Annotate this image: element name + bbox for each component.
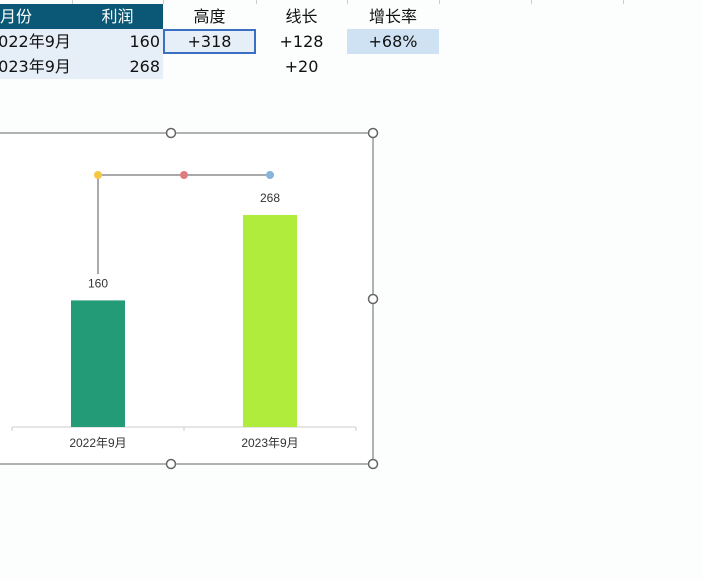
column-border: [256, 0, 257, 4]
column-border: [623, 0, 624, 4]
cell[interactable]: 268: [72, 54, 163, 79]
handle[interactable]: [367, 127, 379, 139]
cell[interactable]: +68%: [347, 29, 439, 54]
header-cell[interactable]: 利润: [72, 4, 163, 29]
cell[interactable]: +318: [163, 29, 256, 54]
connector-dot: [266, 171, 274, 179]
header-cell[interactable]: 线长: [285, 7, 318, 26]
header-cell[interactable]: 高度: [193, 7, 226, 26]
cell[interactable]: 2023年9月: [0, 54, 72, 79]
cell[interactable]: +128: [279, 32, 324, 51]
column-border: [72, 0, 73, 4]
resize-handles[interactable]: [165, 127, 379, 470]
x-tick-label: 2023年9月: [241, 436, 298, 450]
x-tick-label: 2022年9月: [69, 436, 126, 450]
data-label: 268: [260, 191, 280, 205]
bar: [243, 214, 297, 427]
column-border: [531, 0, 532, 4]
chart-frame[interactable]: [0, 132, 374, 465]
handle[interactable]: [165, 127, 177, 139]
cell[interactable]: 160: [72, 29, 163, 54]
handle[interactable]: [165, 458, 177, 470]
connector-dot: [180, 171, 188, 179]
handle[interactable]: [367, 458, 379, 470]
column-border: [163, 0, 164, 4]
cell[interactable]: 2022年9月: [0, 29, 72, 54]
handle[interactable]: [367, 293, 379, 305]
column-border: [347, 0, 348, 4]
bar: [71, 300, 125, 427]
data-label: 160: [88, 277, 108, 291]
header-cell[interactable]: 增长率: [368, 7, 417, 26]
column-border: [439, 0, 440, 4]
connector-dot: [94, 171, 102, 179]
header-cell[interactable]: 月份: [0, 4, 72, 29]
cell[interactable]: +20: [284, 57, 319, 76]
